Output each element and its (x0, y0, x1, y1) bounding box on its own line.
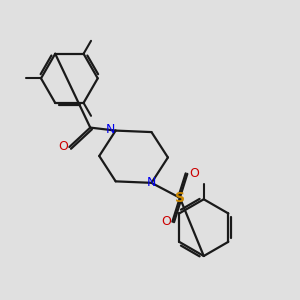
Text: N: N (147, 176, 156, 189)
Text: O: O (189, 167, 199, 180)
Text: N: N (106, 124, 115, 136)
Text: S: S (175, 191, 185, 205)
Text: O: O (58, 140, 68, 153)
Text: O: O (161, 215, 171, 228)
